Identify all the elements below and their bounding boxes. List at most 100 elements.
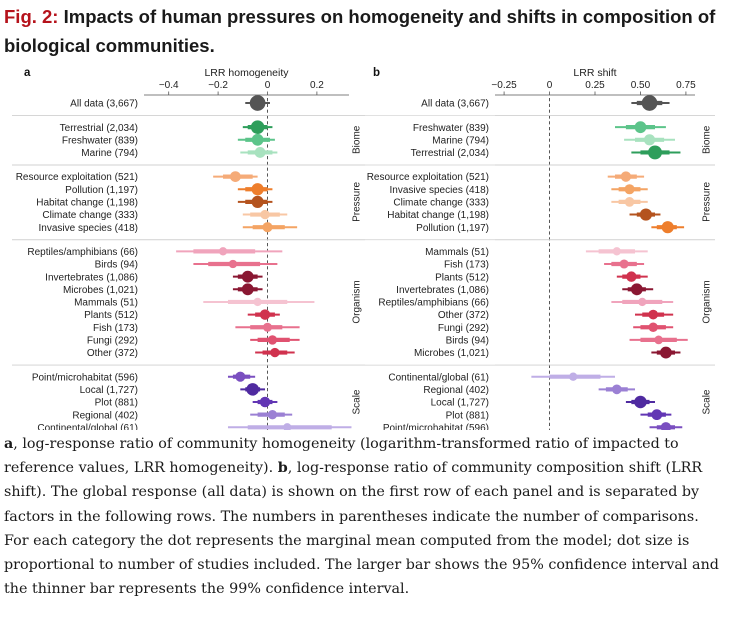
row-label: Point/microhabitat (596) (32, 372, 138, 383)
row-label: Local (1,727) (431, 398, 489, 409)
row-label: Regional (402) (423, 385, 489, 396)
mean-dot (634, 395, 647, 409)
figure-number: Fig. 2: (4, 6, 59, 27)
mean-dot (651, 409, 663, 421)
row-label: Other (372) (87, 348, 138, 359)
mean-dot (218, 247, 228, 256)
row-label: All data (3,667) (421, 99, 489, 110)
row-label: Climate change (333) (42, 210, 138, 221)
mean-dot (235, 371, 246, 382)
mean-dot (638, 297, 647, 307)
mean-dot (624, 197, 635, 207)
row-label: Terrestrial (2,034) (411, 148, 489, 159)
panel-label: a (24, 67, 31, 79)
mean-dot (249, 95, 266, 111)
x-axis-title: LRR homogeneity (204, 67, 289, 79)
x-tick-label: −0.25 (491, 80, 517, 91)
row-label: Marine (794) (432, 135, 489, 146)
mean-dot (241, 283, 254, 296)
row-label: Point/microhabitat (596) (383, 423, 489, 430)
row-label: Mammals (51) (74, 298, 138, 309)
row-label: Local (1,727) (80, 385, 138, 396)
row-label: Reptiles/amphibians (66) (27, 247, 138, 258)
row-label: Regional (402) (72, 410, 138, 421)
row-label: Climate change (333) (393, 198, 489, 209)
mean-dot (270, 347, 280, 358)
mean-dot (251, 195, 264, 208)
caption-a-label: a (4, 436, 14, 452)
row-label: Habitat change (1,198) (387, 210, 489, 221)
row-label: Resource exploitation (521) (367, 172, 489, 183)
mean-dot (259, 309, 271, 320)
mean-dot (612, 247, 621, 256)
x-tick-label: 0.75 (676, 80, 696, 91)
caption-b-label: b (277, 460, 288, 477)
mean-dot (253, 297, 262, 307)
mean-dot (624, 184, 635, 195)
group-strip-label: Scale (352, 389, 363, 414)
row-label: Continental/global (61) (388, 372, 489, 383)
mean-dot (259, 396, 271, 408)
row-label: Fungi (292) (87, 336, 138, 347)
mean-dot (639, 208, 653, 221)
x-tick-label: −0.2 (208, 80, 228, 91)
mean-dot (241, 270, 254, 283)
mean-dot (229, 171, 241, 183)
mean-dot (619, 259, 629, 269)
row-label: Microbes (1,021) (63, 285, 138, 296)
mean-dot (648, 145, 662, 160)
row-label: Habitat change (1,198) (36, 198, 138, 209)
mean-dot (262, 322, 273, 332)
mean-dot (254, 147, 266, 158)
mean-dot (251, 183, 264, 196)
row-label: Invasive species (418) (39, 223, 139, 234)
row-label: Fungi (292) (438, 323, 489, 334)
mean-dot (620, 171, 632, 182)
group-strip-label: Organism (702, 280, 713, 323)
row-label: Pollution (1,197) (65, 185, 138, 196)
row-label: Invasive species (418) (390, 185, 490, 196)
mean-dot (659, 346, 672, 359)
row-label: Birds (94) (95, 260, 138, 271)
mean-dot (630, 283, 643, 296)
panel-b: b LRR shift −0.25 0 0.25 0.50 0.75 All data (3,… (12, 67, 715, 430)
row-label: Fish (173) (93, 323, 138, 334)
row-label: Microbes (1,021) (414, 348, 489, 359)
mean-dot (626, 271, 637, 282)
mean-dot (648, 322, 658, 332)
mean-dot (246, 383, 259, 396)
row-label: Continental/global (61) (37, 423, 138, 430)
mean-dot (661, 221, 674, 234)
group-strip-label: Pressure (352, 181, 363, 221)
mean-dot (267, 409, 278, 420)
x-tick-label: 0.2 (310, 80, 324, 91)
mean-dot (250, 120, 265, 134)
mean-dot (251, 133, 264, 146)
panel-label: b (373, 67, 380, 79)
mean-dot (634, 121, 647, 134)
x-tick-label: 0 (547, 80, 553, 91)
row-label: All data (3,667) (70, 99, 138, 110)
row-label: Invertebrates (1,086) (45, 272, 138, 283)
x-axis-title: LRR shift (573, 67, 616, 79)
panel-a: a LRR homogeneity −0.4 −0.2 0 0.2 All data (3,… (12, 67, 365, 430)
group-strip-label: Scale (702, 389, 713, 414)
caption-a-text: , log-response ratio of community homoge… (4, 436, 679, 477)
row-label: Other (372) (438, 310, 489, 321)
row-label: Mammals (51) (425, 247, 489, 258)
group-strip-label: Pressure (702, 181, 713, 221)
row-label: Freshwater (839) (62, 135, 138, 146)
figure-caption: a, log-response ratio of community homog… (4, 432, 726, 601)
group-strip-label: Biome (702, 125, 713, 154)
mean-dot (267, 335, 278, 345)
mean-dot (654, 335, 663, 345)
mean-dot (283, 423, 292, 430)
mean-dot (641, 95, 658, 111)
row-label: Freshwater (839) (413, 123, 489, 134)
row-label: Reptiles/amphibians (66) (378, 298, 489, 309)
mean-dot (262, 222, 273, 233)
row-label: Birds (94) (446, 336, 489, 347)
row-label: Pollution (1,197) (416, 223, 489, 234)
mean-dot (611, 384, 622, 395)
figure-title-text: Impacts of human pressures on homogeneit… (4, 6, 716, 56)
